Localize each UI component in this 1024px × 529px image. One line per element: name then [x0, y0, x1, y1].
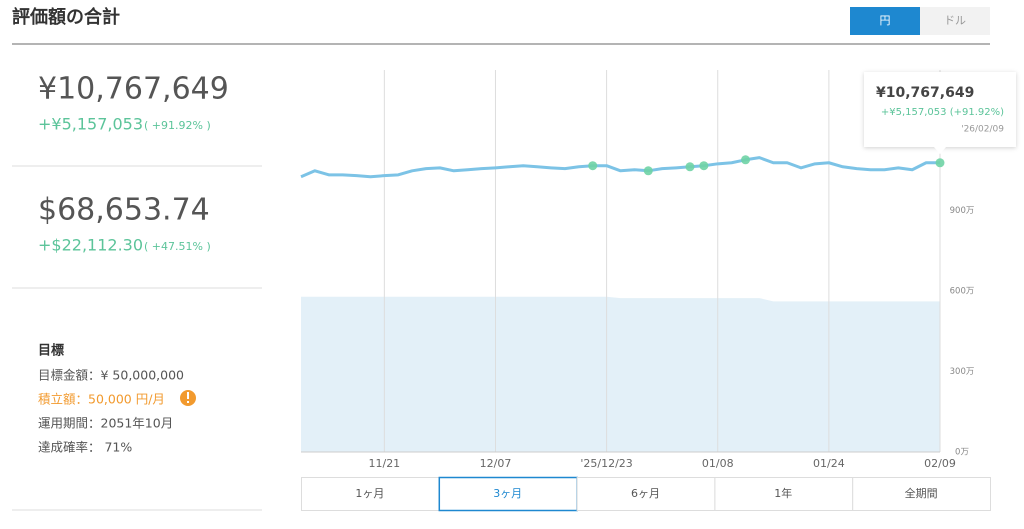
range-buttons: 1ヶ月 3ヶ月 6ヶ月 1年 全期間	[301, 476, 992, 512]
y-tick-label: 900万	[950, 206, 975, 216]
range-button-label: 1年	[774, 486, 792, 500]
event-dot[interactable]	[588, 161, 598, 171]
x-tick-label: 01/08	[702, 457, 734, 470]
toggle-dollar[interactable]	[920, 7, 990, 35]
goal-line: 目標金額：¥ 50,000,000	[38, 368, 184, 383]
range-button-label: 3ヶ月	[493, 487, 522, 500]
gain-pct-usd: ( +47.51% )	[144, 240, 211, 253]
x-tick-label: 02/09	[924, 457, 956, 470]
tooltip-date: '26/02/09	[961, 125, 1004, 135]
range-button[interactable]	[714, 477, 854, 511]
event-dot[interactable]	[643, 166, 653, 176]
x-tick-label: 12/07	[480, 457, 512, 470]
warning-icon-mark	[187, 392, 189, 399]
range-button[interactable]	[438, 476, 578, 512]
warning-icon-mark	[187, 401, 189, 403]
gain-pct-yen: ( +91.92% )	[144, 119, 211, 132]
goal-line: 運用期間：2051年10月	[38, 416, 173, 431]
range-button[interactable]	[852, 477, 992, 511]
range-button[interactable]	[301, 477, 440, 511]
event-dot[interactable]	[685, 162, 695, 172]
gain-usd: +$22,112.30	[38, 236, 143, 255]
gain-yen: +¥5,157,053	[38, 115, 143, 134]
y-tick-label: 300万	[950, 367, 975, 377]
total-yen: ¥10,767,649	[38, 72, 229, 107]
y-tick-label: 0万	[955, 448, 969, 458]
toggle-yen[interactable]	[850, 7, 920, 35]
tooltip-total: ¥10,767,649	[876, 85, 974, 101]
goal-line: 達成確率： 71%	[38, 440, 132, 455]
x-tick-label: 11/21	[368, 457, 400, 470]
event-dot[interactable]	[935, 158, 945, 168]
total-usd: $68,653.74	[38, 193, 210, 228]
goal-line: 積立額：50,000 円/月	[38, 392, 165, 407]
range-button[interactable]	[576, 477, 716, 511]
range-button-label: 1ヶ月	[355, 487, 384, 500]
principal-area	[301, 296, 940, 452]
event-dot[interactable]	[699, 161, 709, 171]
page-title: 評価額の合計	[12, 6, 120, 28]
toggle-label: ドル	[944, 14, 966, 27]
tooltip-gain: +¥5,157,053 (+91.92%)	[881, 107, 1004, 118]
y-tick-label: 600万	[950, 286, 975, 296]
range-button-label: 全期間	[905, 486, 938, 500]
event-dot[interactable]	[741, 155, 751, 165]
tooltip-pointer	[934, 147, 946, 154]
x-tick-label: '25/12/23	[580, 457, 632, 470]
tooltip-box	[864, 72, 1016, 147]
goal-title: 目標	[38, 343, 64, 359]
toggle-label: 円	[880, 14, 891, 27]
range-button-label: 6ヶ月	[631, 487, 660, 500]
x-tick-label: 01/24	[813, 457, 845, 470]
valuation-line	[300, 156, 941, 179]
